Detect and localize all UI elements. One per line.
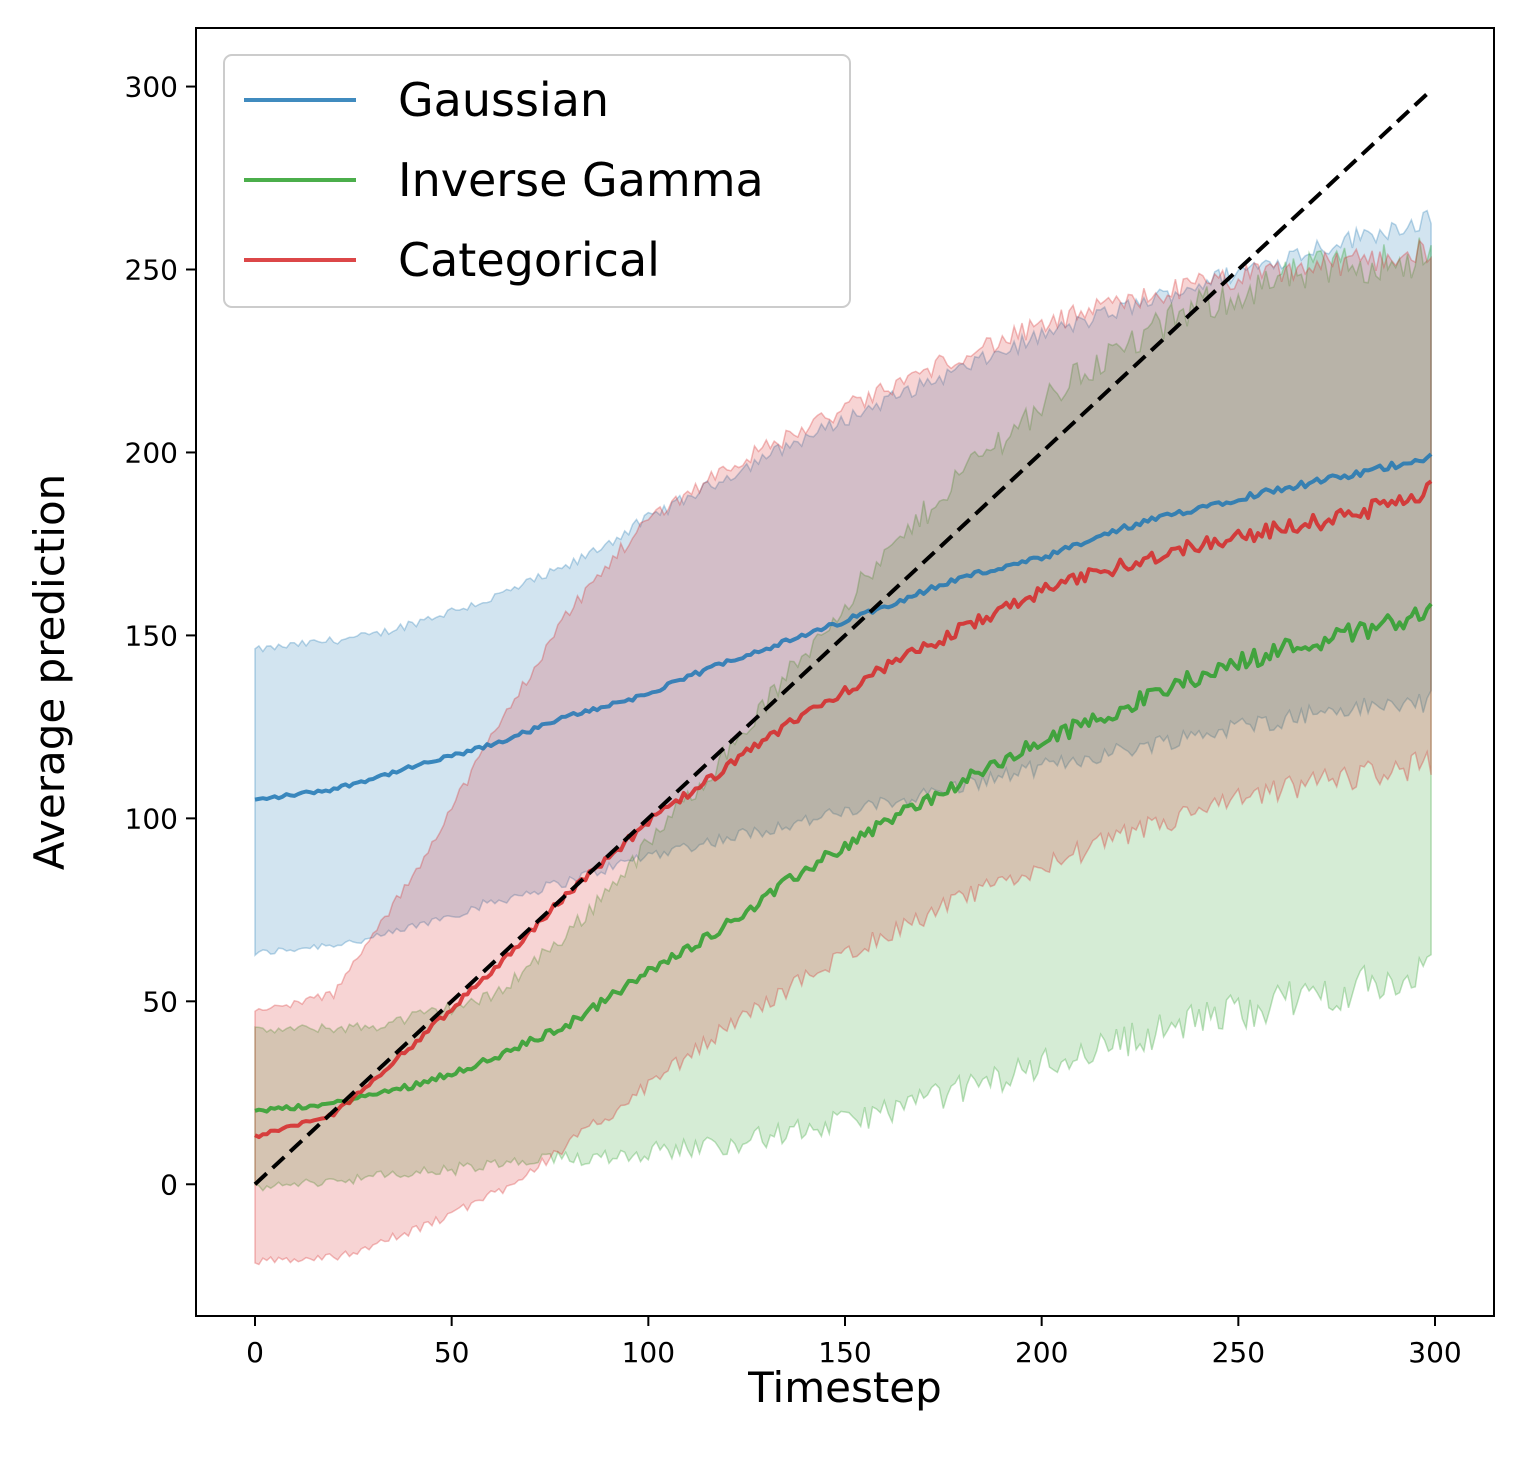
y-axis-ticks: 0 50 100 150 200 250 300 (125, 71, 196, 1201)
y-tick-label: 100 (125, 802, 178, 835)
legend-frame (223, 54, 851, 308)
line-gaussian (254, 452, 1433, 802)
x-tick-label: 100 (622, 1336, 675, 1369)
legend-label: Gaussian (398, 73, 609, 127)
confidence-bands (254, 209, 1432, 1266)
y-tick-label: 250 (125, 254, 178, 287)
y-tick-label: 150 (125, 619, 178, 652)
series-lines (253, 88, 1433, 1186)
band-inverse-gamma (254, 237, 1432, 1192)
x-axis-ticks: 0 50 100 150 200 250 300 (246, 1316, 1462, 1369)
y-tick-label: 50 (142, 985, 178, 1018)
x-tick-label: 150 (818, 1336, 871, 1369)
band-categorical (254, 238, 1432, 1266)
y-tick-label: 300 (125, 71, 178, 104)
x-tick-label: 50 (434, 1336, 470, 1369)
x-tick-label: 200 (1015, 1336, 1068, 1369)
legend-label: Inverse Gamma (398, 153, 764, 207)
y-axis-label: Average prediction (25, 474, 74, 871)
x-tick-label: 250 (1212, 1336, 1265, 1369)
legend-label: Categorical (398, 233, 660, 287)
line-categorical (254, 479, 1433, 1140)
band-gaussian (254, 209, 1432, 957)
x-axis-label: Timestep (747, 1363, 942, 1412)
y-tick-label: 200 (125, 436, 178, 469)
reference-line (253, 88, 1433, 1186)
line-inverse-gamma (254, 602, 1433, 1114)
legend: Gaussian Inverse Gamma Categorical (223, 54, 851, 308)
x-tick-label: 0 (246, 1336, 264, 1369)
x-tick-label: 300 (1408, 1336, 1461, 1369)
y-tick-label: 0 (160, 1168, 178, 1201)
